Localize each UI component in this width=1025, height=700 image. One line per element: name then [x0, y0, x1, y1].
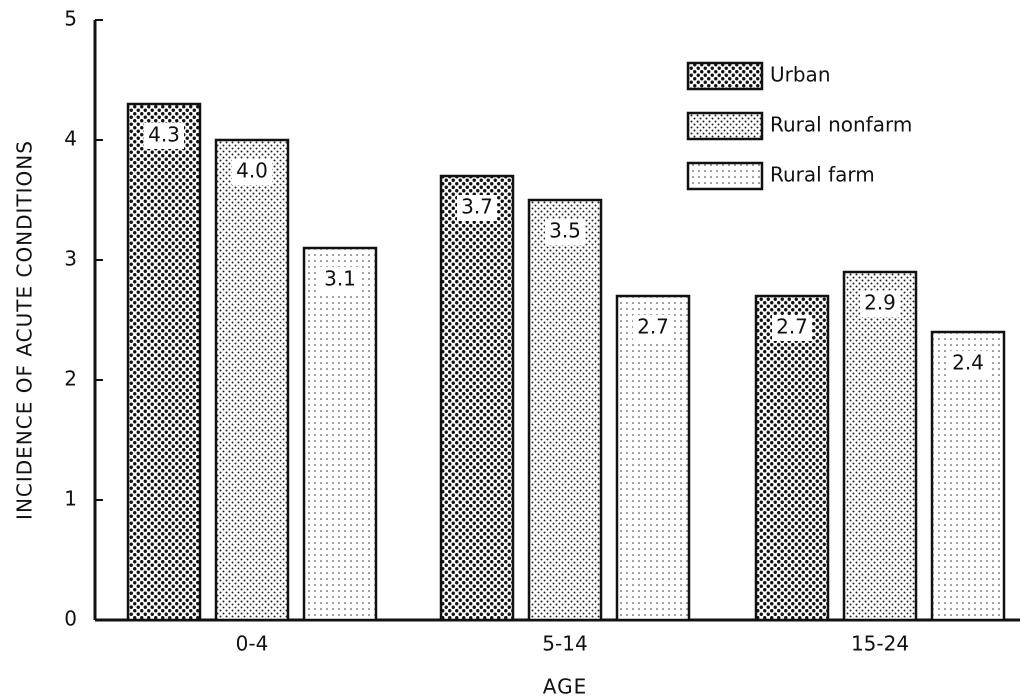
x-axis-label: AGE — [543, 675, 587, 699]
value-label: 2.4 — [952, 351, 984, 375]
value-label: 2.7 — [776, 315, 808, 339]
bar — [439, 174, 515, 622]
value-label-bg — [948, 351, 988, 377]
y-axis-label: INCIDENCE OF ACUTE CONDITIONS — [13, 140, 37, 520]
value-label: 4.3 — [148, 123, 180, 147]
bar — [754, 294, 830, 622]
value-label-bg — [144, 123, 184, 149]
y-tick-label: 3 — [64, 247, 77, 271]
y-tick-label: 5 — [64, 7, 77, 31]
bar — [126, 102, 202, 622]
bar — [930, 330, 1006, 622]
value-label-bg — [320, 267, 360, 293]
legend-swatch — [686, 111, 764, 141]
value-label: 3.7 — [461, 195, 493, 219]
legend-swatch — [686, 61, 764, 91]
legend-swatch — [686, 161, 764, 191]
value-label: 2.7 — [637, 315, 669, 339]
y-tick-label: 1 — [64, 487, 77, 511]
y-tick-label: 0 — [64, 607, 77, 631]
x-tick-label: 0-4 — [236, 632, 269, 656]
bar — [302, 246, 378, 622]
y-tick-label: 4 — [64, 127, 77, 151]
legend-label: Urban — [770, 63, 831, 87]
value-label-bg — [772, 315, 812, 341]
value-label-bg — [232, 159, 272, 185]
value-label: 3.1 — [324, 267, 356, 291]
bar — [615, 294, 691, 622]
value-label: 4.0 — [236, 159, 268, 183]
legend-label: Rural nonfarm — [770, 113, 912, 137]
x-tick-label: 5-14 — [542, 632, 587, 656]
x-tick-label: 15-24 — [851, 632, 909, 656]
value-label-bg — [545, 219, 585, 245]
bar — [214, 138, 290, 622]
value-label-bg — [860, 291, 900, 317]
value-label-bg — [633, 315, 673, 341]
legend-label: Rural farm — [770, 163, 875, 187]
bar — [527, 198, 603, 622]
y-tick-label: 2 — [64, 367, 77, 391]
value-label: 2.9 — [864, 291, 896, 315]
bar — [842, 270, 918, 622]
value-label-bg — [457, 195, 497, 221]
value-label: 3.5 — [549, 219, 581, 243]
